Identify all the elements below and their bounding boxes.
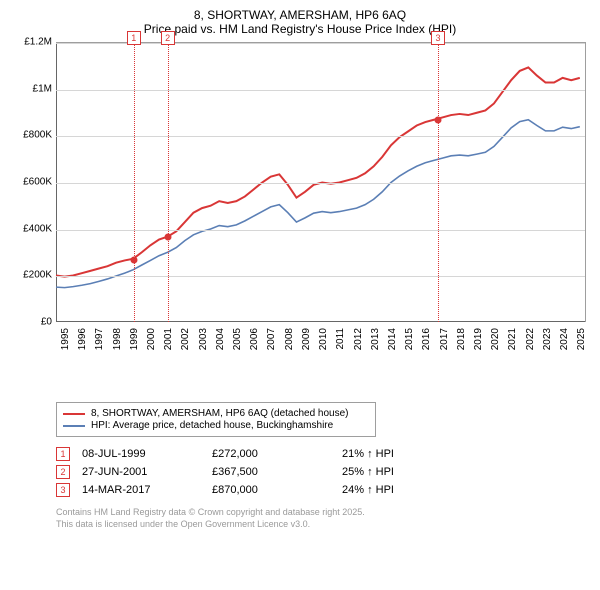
sale-price: £870,000 [212, 484, 342, 496]
sale-marker-vline [134, 43, 135, 322]
x-tick-label: 2003 [198, 328, 209, 350]
y-tick-label: £400K [16, 223, 52, 234]
y-tick-label: £200K [16, 270, 52, 281]
plot-region: 123 [56, 42, 586, 322]
x-tick-label: 2007 [266, 328, 277, 350]
sale-date: 27-JUN-2001 [82, 466, 212, 478]
x-tick-label: 2002 [180, 328, 191, 350]
sale-marker-vline [438, 43, 439, 322]
x-tick-label: 2006 [249, 328, 260, 350]
x-tick-label: 2001 [163, 328, 174, 350]
x-tick-label: 2010 [318, 328, 329, 350]
x-tick-label: 1997 [94, 328, 105, 350]
sale-date: 08-JUL-1999 [82, 448, 212, 460]
footer-line: This data is licensed under the Open Gov… [56, 519, 590, 531]
sale-pct: 24% ↑ HPI [342, 484, 462, 496]
sale-price: £272,000 [212, 448, 342, 460]
sale-marker-vline [168, 43, 169, 322]
sale-row: 3 14-MAR-2017 £870,000 24% ↑ HPI [56, 483, 576, 497]
x-tick-label: 2014 [387, 328, 398, 350]
legend-label: HPI: Average price, detached house, Buck… [91, 420, 333, 431]
sale-price: £367,500 [212, 466, 342, 478]
x-tick-label: 2017 [439, 328, 450, 350]
footer-line: Contains HM Land Registry data © Crown c… [56, 507, 590, 519]
x-tick-label: 2009 [301, 328, 312, 350]
sale-marker-dot [130, 256, 137, 263]
y-tick-label: £0 [16, 317, 52, 328]
sale-pct: 25% ↑ HPI [342, 466, 462, 478]
sale-marker-label-box: 1 [127, 31, 141, 45]
legend-row: 8, SHORTWAY, AMERSHAM, HP6 6AQ (detached… [63, 408, 369, 419]
x-tick-label: 2011 [335, 328, 346, 350]
sale-marker-label-box: 2 [161, 31, 175, 45]
x-tick-label: 2024 [559, 328, 570, 350]
sale-row: 1 08-JUL-1999 £272,000 21% ↑ HPI [56, 447, 576, 461]
sale-date: 14-MAR-2017 [82, 484, 212, 496]
sale-marker-dot [164, 234, 171, 241]
x-tick-label: 2013 [370, 328, 381, 350]
x-tick-label: 1999 [129, 328, 140, 350]
x-tick-label: 1995 [60, 328, 71, 350]
gridline [56, 136, 585, 137]
legend-row: HPI: Average price, detached house, Buck… [63, 420, 369, 431]
x-tick-label: 2021 [507, 328, 518, 350]
legend-box: 8, SHORTWAY, AMERSHAM, HP6 6AQ (detached… [56, 402, 376, 437]
x-tick-label: 2000 [146, 328, 157, 350]
sale-pct: 21% ↑ HPI [342, 448, 462, 460]
x-tick-label: 2004 [215, 328, 226, 350]
y-tick-label: £800K [16, 130, 52, 141]
x-tick-label: 2008 [284, 328, 295, 350]
sale-marker-box: 3 [56, 483, 70, 497]
legend-swatch-blue [63, 425, 85, 427]
sale-marker-label-box: 3 [431, 31, 445, 45]
x-tick-label: 2016 [421, 328, 432, 350]
gridline [56, 90, 585, 91]
x-tick-label: 2005 [232, 328, 243, 350]
chart-area: 123 £0£200K£400K£600K£800K£1M£1.2M199519… [16, 42, 586, 362]
footer-attribution: Contains HM Land Registry data © Crown c… [56, 507, 590, 530]
x-tick-label: 2015 [404, 328, 415, 350]
x-tick-label: 2020 [490, 328, 501, 350]
title-address: 8, SHORTWAY, AMERSHAM, HP6 6AQ [10, 8, 590, 22]
x-tick-label: 2019 [473, 328, 484, 350]
chart-container: 8, SHORTWAY, AMERSHAM, HP6 6AQ Price pai… [0, 0, 600, 590]
sale-marker-dot [435, 117, 442, 124]
legend-label: 8, SHORTWAY, AMERSHAM, HP6 6AQ (detached… [91, 408, 349, 419]
sales-table: 1 08-JUL-1999 £272,000 21% ↑ HPI 2 27-JU… [56, 447, 576, 497]
x-tick-label: 2012 [353, 328, 364, 350]
x-tick-label: 1998 [112, 328, 123, 350]
y-tick-label: £1.2M [16, 37, 52, 48]
title-description: Price paid vs. HM Land Registry's House … [10, 22, 590, 36]
legend-swatch-red [63, 413, 85, 415]
x-tick-label: 2022 [525, 328, 536, 350]
gridline [56, 183, 585, 184]
gridline [56, 230, 585, 231]
x-tick-label: 1996 [77, 328, 88, 350]
x-tick-label: 2018 [456, 328, 467, 350]
gridline [56, 276, 585, 277]
y-tick-label: £600K [16, 177, 52, 188]
sale-marker-box: 2 [56, 465, 70, 479]
x-tick-label: 2023 [542, 328, 553, 350]
sale-marker-box: 1 [56, 447, 70, 461]
y-tick-label: £1M [16, 83, 52, 94]
sale-row: 2 27-JUN-2001 £367,500 25% ↑ HPI [56, 465, 576, 479]
x-tick-label: 2025 [576, 328, 587, 350]
